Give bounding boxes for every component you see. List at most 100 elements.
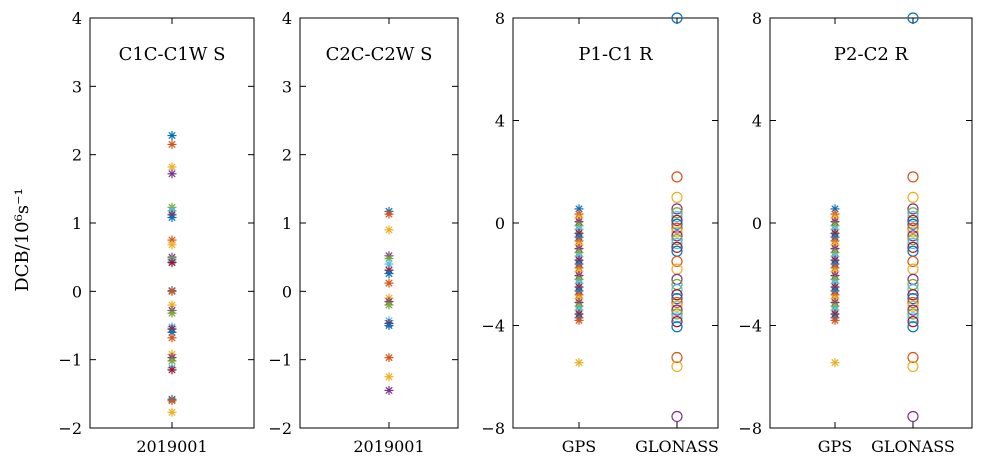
asterisk-stroke bbox=[385, 254, 393, 263]
y-tick-label: −4 bbox=[738, 317, 762, 336]
y-tick-label: −2 bbox=[58, 419, 82, 438]
plot-frame bbox=[512, 17, 719, 429]
data-point-circle bbox=[671, 308, 683, 320]
data-point-asterisk bbox=[384, 269, 394, 279]
data-point-circle bbox=[671, 300, 683, 312]
asterisk-stroke bbox=[168, 131, 176, 140]
y-tick-label: −8 bbox=[738, 419, 762, 438]
data-point-asterisk bbox=[167, 308, 177, 318]
data-point-asterisk bbox=[167, 407, 177, 417]
asterisk-stroke bbox=[385, 373, 393, 381]
data-point-circle bbox=[671, 316, 683, 328]
y-axis-label-text: DCB/10⁶s⁻¹ bbox=[12, 188, 33, 292]
panel-title: C2C-C2W S bbox=[326, 44, 433, 65]
data-point-asterisk bbox=[167, 333, 177, 343]
y-tick-label: −2 bbox=[268, 419, 292, 438]
asterisk-stroke bbox=[168, 408, 176, 416]
y-tick-label: 0 bbox=[282, 282, 292, 301]
plot-frame bbox=[299, 17, 459, 429]
y-tick-label: −1 bbox=[58, 351, 82, 370]
asterisk-stroke bbox=[831, 316, 839, 324]
data-point-circle bbox=[907, 222, 919, 234]
y-tick-label: −8 bbox=[481, 419, 505, 438]
asterisk-stroke bbox=[168, 287, 176, 295]
y-tick-label: 1 bbox=[282, 214, 292, 233]
data-point-asterisk bbox=[384, 209, 394, 219]
y-tick-label: 3 bbox=[72, 77, 82, 96]
x-tick-label: GLONASS bbox=[635, 437, 719, 456]
data-point-asterisk bbox=[167, 169, 177, 179]
data-point-circle bbox=[671, 284, 683, 296]
asterisk-stroke bbox=[168, 140, 176, 149]
asterisk-stroke bbox=[385, 226, 393, 234]
data-point-circle bbox=[907, 316, 919, 328]
data-point-circle bbox=[671, 12, 683, 24]
panels: −2 −1 0 1 2 3 4 2019001 C1C-C1W S −2 −1 0 1 2 3 4 201900… bbox=[58, 9, 973, 456]
data-point-circle bbox=[671, 207, 683, 219]
y-tick-label: 2 bbox=[72, 146, 82, 165]
plot-frame bbox=[769, 17, 973, 429]
asterisk-stroke bbox=[168, 328, 176, 336]
data-point-circle bbox=[907, 234, 919, 246]
panel-title: P2-C2 R bbox=[834, 44, 909, 65]
data-point-circle bbox=[671, 237, 683, 250]
asterisk-stroke bbox=[168, 259, 176, 267]
data-point-circle bbox=[907, 263, 919, 275]
data-point-circle bbox=[907, 210, 919, 223]
y-tick-label: 0 bbox=[72, 282, 82, 301]
asterisk-stroke bbox=[168, 366, 176, 374]
asterisk-stroke bbox=[168, 357, 176, 365]
data-point-asterisk bbox=[384, 225, 394, 235]
asterisk-stroke bbox=[575, 359, 583, 367]
x-tick-label: 2019001 bbox=[353, 437, 424, 456]
data-point-circle bbox=[671, 210, 683, 223]
asterisk-stroke bbox=[385, 210, 393, 218]
y-tick-label: 2 bbox=[282, 146, 292, 165]
data-point-asterisk bbox=[384, 300, 394, 310]
panel-1: −2 −1 0 1 2 3 4 2019001 C1C-C1W S bbox=[58, 9, 255, 456]
asterisk-stroke bbox=[168, 334, 176, 342]
data-point-circle bbox=[907, 214, 919, 227]
data-point-circle bbox=[907, 300, 919, 312]
x-tick-label: 2019001 bbox=[136, 437, 207, 456]
asterisk-stroke bbox=[385, 321, 393, 330]
data-point-circle bbox=[671, 171, 683, 183]
data-point-asterisk bbox=[830, 358, 840, 368]
data-point-circle bbox=[907, 410, 919, 423]
data-point-circle bbox=[907, 321, 919, 333]
data-point-circle bbox=[907, 292, 919, 305]
asterisk-stroke bbox=[385, 301, 393, 309]
data-point-asterisk bbox=[384, 259, 394, 269]
panel-4: −8 −4 0 4 8 GPS GLONASS P2-C2 R bbox=[738, 9, 973, 456]
y-tick-label: 8 bbox=[495, 9, 505, 28]
data-point-asterisk bbox=[167, 131, 177, 141]
x-tick-label: GPS bbox=[818, 437, 853, 456]
panel-3: −8 −4 0 4 8 GPS GLONASS P1-C1 R bbox=[481, 9, 718, 456]
data-point-circle bbox=[671, 304, 683, 316]
data-point-circle bbox=[671, 214, 683, 227]
panel-2: −2 −1 0 1 2 3 4 2019001 C2C-C2W S bbox=[268, 9, 459, 456]
data-point-circle bbox=[907, 351, 919, 364]
data-point-circle bbox=[671, 255, 683, 268]
data-point-circle bbox=[907, 191, 919, 203]
data-point-asterisk bbox=[167, 365, 177, 375]
data-point-circle bbox=[671, 230, 683, 242]
asterisk-stroke bbox=[831, 205, 839, 213]
data-point-circle bbox=[907, 304, 919, 316]
data-point-circle bbox=[671, 360, 683, 373]
data-point-circle bbox=[671, 312, 683, 324]
data-point-circle bbox=[907, 203, 919, 215]
data-point-circle bbox=[907, 12, 919, 24]
y-tick-label: 0 bbox=[495, 214, 505, 233]
data-point-circle bbox=[907, 226, 919, 238]
y-axis-label: DCB/10⁶s⁻¹ bbox=[12, 188, 33, 292]
asterisk-stroke bbox=[385, 386, 393, 395]
data-point-asterisk bbox=[574, 358, 584, 368]
x-tick-label: GPS bbox=[562, 437, 597, 456]
asterisk-stroke bbox=[168, 170, 176, 178]
data-point-circle bbox=[671, 191, 683, 203]
data-point-asterisk bbox=[384, 278, 394, 288]
asterisk-stroke bbox=[385, 279, 393, 287]
data-point-circle bbox=[907, 308, 919, 320]
y-tick-label: 3 bbox=[282, 77, 292, 96]
